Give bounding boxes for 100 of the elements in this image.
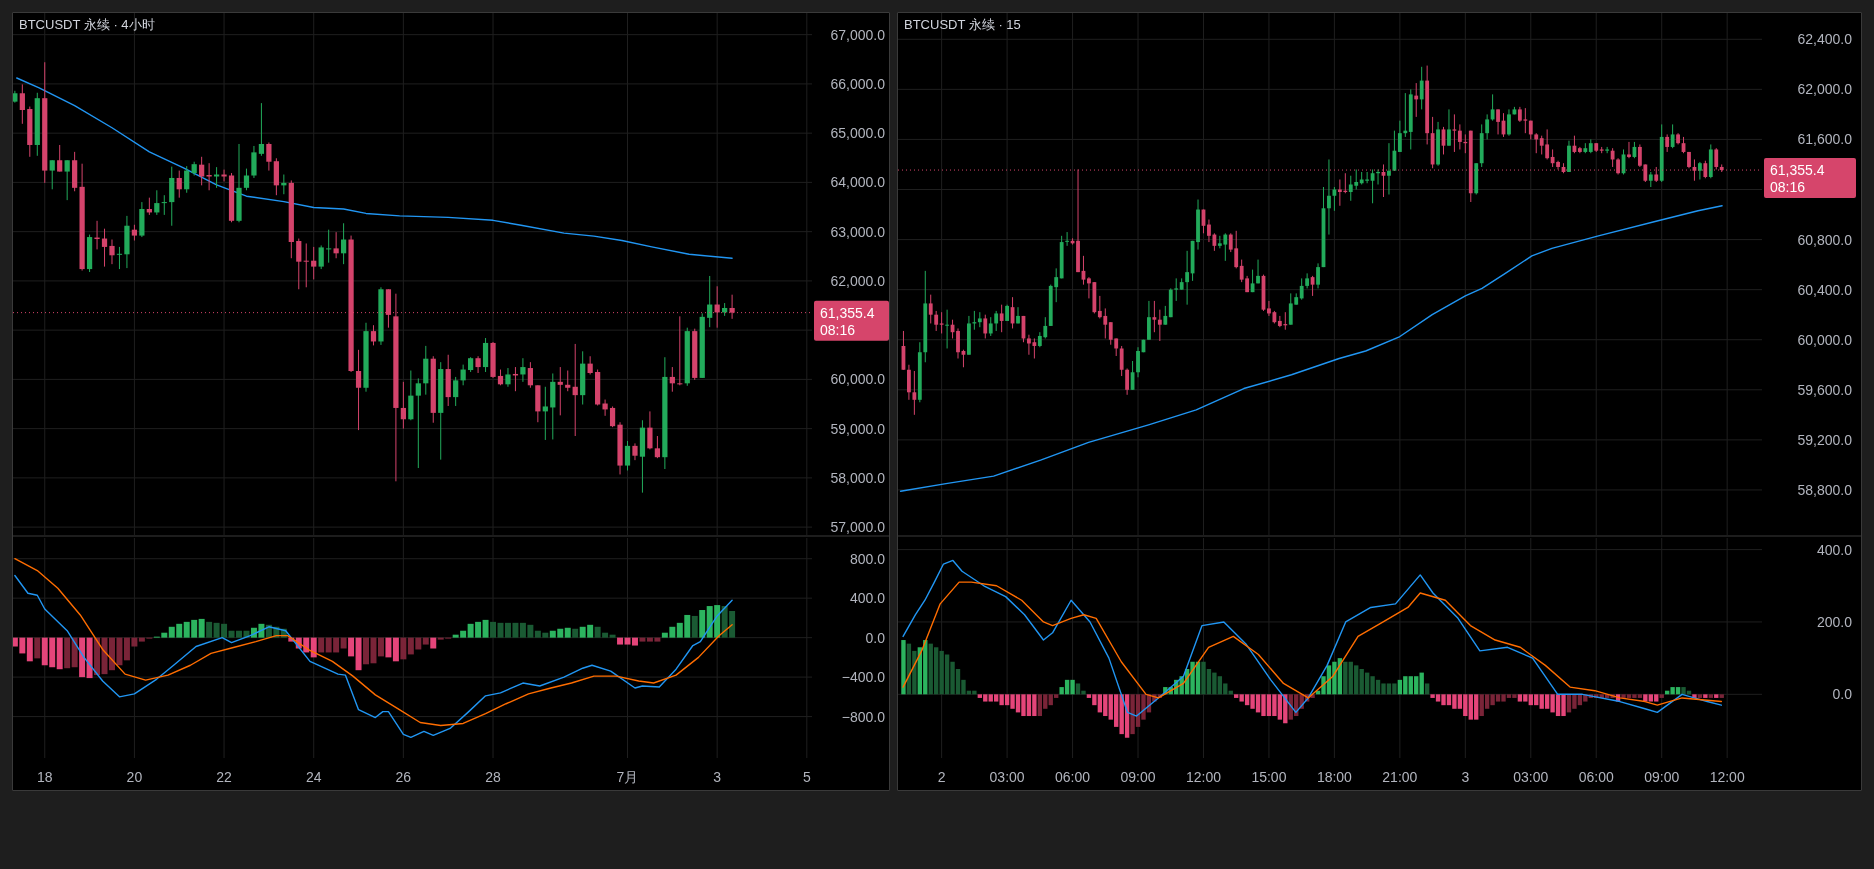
bar: [392, 637, 399, 662]
candlestick: [1387, 142, 1391, 196]
candlestick: [1507, 108, 1511, 137]
candlestick: [154, 189, 160, 216]
x-tick-label: 12:00: [1185, 769, 1222, 785]
candlestick: [557, 366, 563, 416]
y-tick-label: 60,000.0: [1797, 331, 1853, 348]
bar: [901, 640, 906, 695]
bar: [977, 694, 983, 698]
candlestick: [1065, 231, 1070, 247]
y-tick-label: 0.0: [865, 629, 886, 646]
bar: [94, 637, 101, 676]
x-tick-label: 12:00: [1709, 769, 1745, 785]
candlestick: [945, 309, 949, 349]
bar: [422, 637, 429, 645]
candlestick: [505, 367, 511, 388]
candlestick: [572, 343, 578, 437]
bar: [64, 637, 71, 669]
candlestick: [475, 355, 481, 374]
ref-line-label: 61,355.4 08:16: [820, 304, 875, 338]
y-tick-label: 60,400.0: [1797, 281, 1853, 298]
candlestick: [1490, 93, 1495, 122]
candlestick: [251, 145, 257, 179]
bar: [1343, 661, 1348, 695]
candlestick: [520, 357, 526, 383]
x-tick-label: 24: [305, 769, 322, 785]
candlestick: [318, 244, 324, 270]
bar: [34, 637, 41, 659]
candlestick: [1447, 108, 1451, 147]
bar: [1697, 694, 1703, 698]
bar: [1037, 694, 1043, 717]
candlestick: [64, 159, 70, 201]
bar: [355, 637, 362, 671]
y-tick-label: 58,000.0: [830, 469, 886, 486]
y-tick-label: 0.0: [1832, 686, 1853, 703]
y-tick-label: 58,800.0: [1797, 481, 1853, 498]
x-tick-label: 21:00: [1382, 769, 1418, 785]
bar: [56, 637, 63, 670]
candlestick: [1452, 113, 1457, 153]
candlestick: [1299, 277, 1304, 301]
bar: [1708, 694, 1713, 698]
bar: [699, 610, 706, 638]
y-tick-label: 61,600.0: [1797, 131, 1853, 148]
x-tick-label: 06:00: [1578, 769, 1614, 785]
candlestick: [1016, 306, 1020, 324]
candlestick: [1174, 277, 1179, 302]
candlestick: [602, 399, 608, 417]
candlestick: [1670, 123, 1675, 149]
x-tick-label: 3: [713, 769, 722, 785]
x-tick-label: 09:00: [1120, 769, 1156, 785]
candlestick: [609, 405, 616, 428]
candlestick: [453, 376, 459, 407]
candlestick: [311, 246, 317, 280]
candlestick: [1485, 113, 1490, 140]
bar: [617, 637, 624, 645]
bar: [400, 637, 407, 660]
bar: [1659, 694, 1664, 698]
candlestick: [303, 242, 309, 288]
candlestick: [161, 194, 167, 216]
bar: [572, 628, 579, 638]
y-tick-label: 65,000.0: [830, 125, 886, 142]
candlestick: [1419, 66, 1424, 110]
candlestick: [1147, 300, 1151, 341]
bar: [1719, 694, 1724, 698]
x-tick-label: 03:00: [1513, 769, 1549, 785]
candlestick: [19, 83, 25, 125]
x-tick-label: 03:00: [989, 769, 1025, 785]
bar: [26, 637, 33, 662]
x-tick-label: 3: [1461, 769, 1470, 785]
bar: [79, 637, 86, 678]
bar: [631, 637, 638, 646]
x-tick-label: 18: [36, 769, 53, 785]
y-tick-label: 62,000.0: [830, 272, 886, 289]
x-tick-label: 2: [937, 769, 946, 785]
bar: [639, 637, 646, 642]
candlestick: [983, 314, 988, 339]
candlestick: [1496, 108, 1500, 135]
candlestick: [907, 364, 911, 401]
x-tick-label: 18:00: [1316, 769, 1353, 785]
candlestick: [333, 231, 339, 259]
candlestick: [999, 304, 1004, 333]
candlestick: [1327, 158, 1331, 236]
candlestick: [542, 386, 548, 441]
y-tick-label: 59,000.0: [830, 420, 886, 437]
candlestick: [326, 229, 332, 264]
candlestick: [677, 315, 683, 386]
x-tick-label: 7月: [616, 769, 639, 785]
candlestick: [1136, 346, 1140, 378]
candlestick: [654, 435, 661, 459]
candlestick: [1457, 123, 1462, 150]
chart-title: BTCUSDT 永续 · 4小时: [19, 17, 155, 32]
candlestick: [565, 370, 571, 392]
bar: [385, 637, 392, 658]
candlestick: [1157, 309, 1162, 342]
bar: [377, 637, 384, 657]
candlestick: [116, 246, 123, 270]
candlestick: [49, 159, 55, 190]
candlestick: [956, 327, 960, 359]
candlestick: [527, 361, 533, 389]
bar: [1714, 694, 1719, 698]
